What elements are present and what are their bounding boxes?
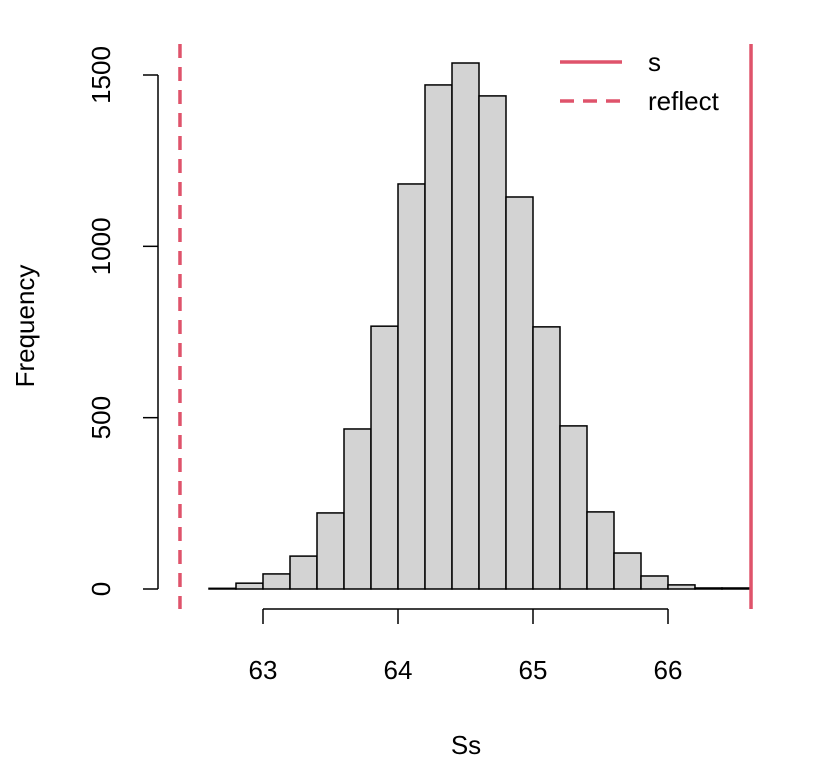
histogram-bar bbox=[235, 582, 264, 590]
histogram-bar bbox=[613, 552, 642, 590]
histogram-bar bbox=[586, 511, 615, 590]
histogram-bar bbox=[532, 326, 561, 590]
histogram-bar bbox=[289, 555, 318, 590]
x-tick-label: 65 bbox=[519, 655, 548, 685]
x-tick-label: 64 bbox=[384, 655, 413, 685]
histogram-bar bbox=[667, 584, 696, 590]
x-tick-label: 66 bbox=[654, 655, 683, 685]
histogram-bar bbox=[721, 587, 750, 590]
histogram-bar bbox=[640, 575, 669, 590]
histogram-bar bbox=[370, 325, 399, 590]
legend: s reflect bbox=[560, 47, 720, 116]
y-tick-label: 1500 bbox=[86, 46, 116, 104]
histogram-bar bbox=[316, 512, 345, 590]
legend-label-s: s bbox=[648, 47, 661, 77]
x-axis-label: Ss bbox=[451, 730, 481, 760]
y-tick-label: 1000 bbox=[86, 217, 116, 275]
y-tick-label: 0 bbox=[86, 582, 116, 596]
histogram-bar bbox=[478, 95, 507, 590]
y-axis-label: Frequency bbox=[10, 265, 40, 388]
x-axis: 63 64 65 66 bbox=[249, 608, 683, 685]
histogram-bar bbox=[397, 183, 426, 590]
histogram-bar bbox=[424, 84, 453, 590]
legend-label-reflect: reflect bbox=[648, 86, 720, 116]
histogram-bar bbox=[505, 196, 534, 590]
histogram-bar bbox=[262, 573, 291, 590]
histogram-bar bbox=[343, 428, 372, 590]
x-tick-label: 63 bbox=[249, 655, 278, 685]
y-tick-label: 500 bbox=[86, 396, 116, 439]
histogram-bar bbox=[208, 587, 237, 590]
histogram-bar bbox=[694, 587, 723, 590]
y-axis: 0 500 1000 1500 bbox=[86, 46, 159, 596]
histogram-bar bbox=[559, 425, 588, 590]
histogram-bar bbox=[451, 62, 480, 590]
